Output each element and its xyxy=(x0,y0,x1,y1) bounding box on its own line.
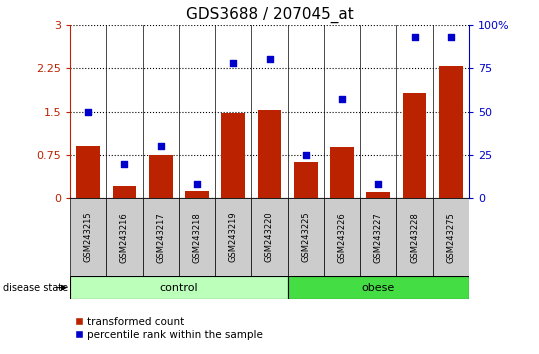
Text: GSM243218: GSM243218 xyxy=(192,212,202,263)
Text: GSM243226: GSM243226 xyxy=(337,212,347,263)
Bar xyxy=(179,198,215,276)
Point xyxy=(410,34,419,40)
Text: GSM243228: GSM243228 xyxy=(410,212,419,263)
Point xyxy=(229,60,238,66)
Bar xyxy=(185,191,209,198)
Bar xyxy=(288,198,324,276)
Point xyxy=(192,182,201,187)
Text: GSM243227: GSM243227 xyxy=(374,212,383,263)
Point xyxy=(120,161,129,166)
Title: GDS3688 / 207045_at: GDS3688 / 207045_at xyxy=(185,7,354,23)
Bar xyxy=(251,198,288,276)
Bar xyxy=(330,147,354,198)
Bar xyxy=(70,276,288,299)
Point xyxy=(374,182,383,187)
Point xyxy=(156,143,165,149)
Text: GSM243219: GSM243219 xyxy=(229,212,238,263)
Bar xyxy=(396,198,433,276)
Point xyxy=(84,109,93,114)
Text: GSM243216: GSM243216 xyxy=(120,212,129,263)
Bar xyxy=(439,67,462,198)
Bar xyxy=(258,110,281,198)
Bar xyxy=(215,198,251,276)
Bar xyxy=(70,198,106,276)
Text: GSM243275: GSM243275 xyxy=(446,212,455,263)
Bar xyxy=(106,198,143,276)
Bar xyxy=(360,198,396,276)
Bar xyxy=(403,93,426,198)
Bar xyxy=(294,162,317,198)
Bar xyxy=(324,198,360,276)
Text: GSM243220: GSM243220 xyxy=(265,212,274,263)
Point xyxy=(265,57,274,62)
Bar xyxy=(433,198,469,276)
Text: GSM243225: GSM243225 xyxy=(301,212,310,263)
Text: obese: obese xyxy=(362,282,395,293)
Point xyxy=(301,152,310,158)
Bar xyxy=(288,276,469,299)
Point xyxy=(338,97,347,102)
Legend: transformed count, percentile rank within the sample: transformed count, percentile rank withi… xyxy=(75,317,262,340)
Bar xyxy=(149,155,172,198)
Bar xyxy=(143,198,179,276)
Text: control: control xyxy=(160,282,198,293)
Point xyxy=(446,34,455,40)
Text: GSM243217: GSM243217 xyxy=(156,212,165,263)
Bar xyxy=(113,185,136,198)
Bar xyxy=(222,113,245,198)
Bar xyxy=(367,193,390,198)
Text: GSM243215: GSM243215 xyxy=(84,212,93,263)
Bar xyxy=(77,146,100,198)
Text: disease state: disease state xyxy=(3,282,68,293)
